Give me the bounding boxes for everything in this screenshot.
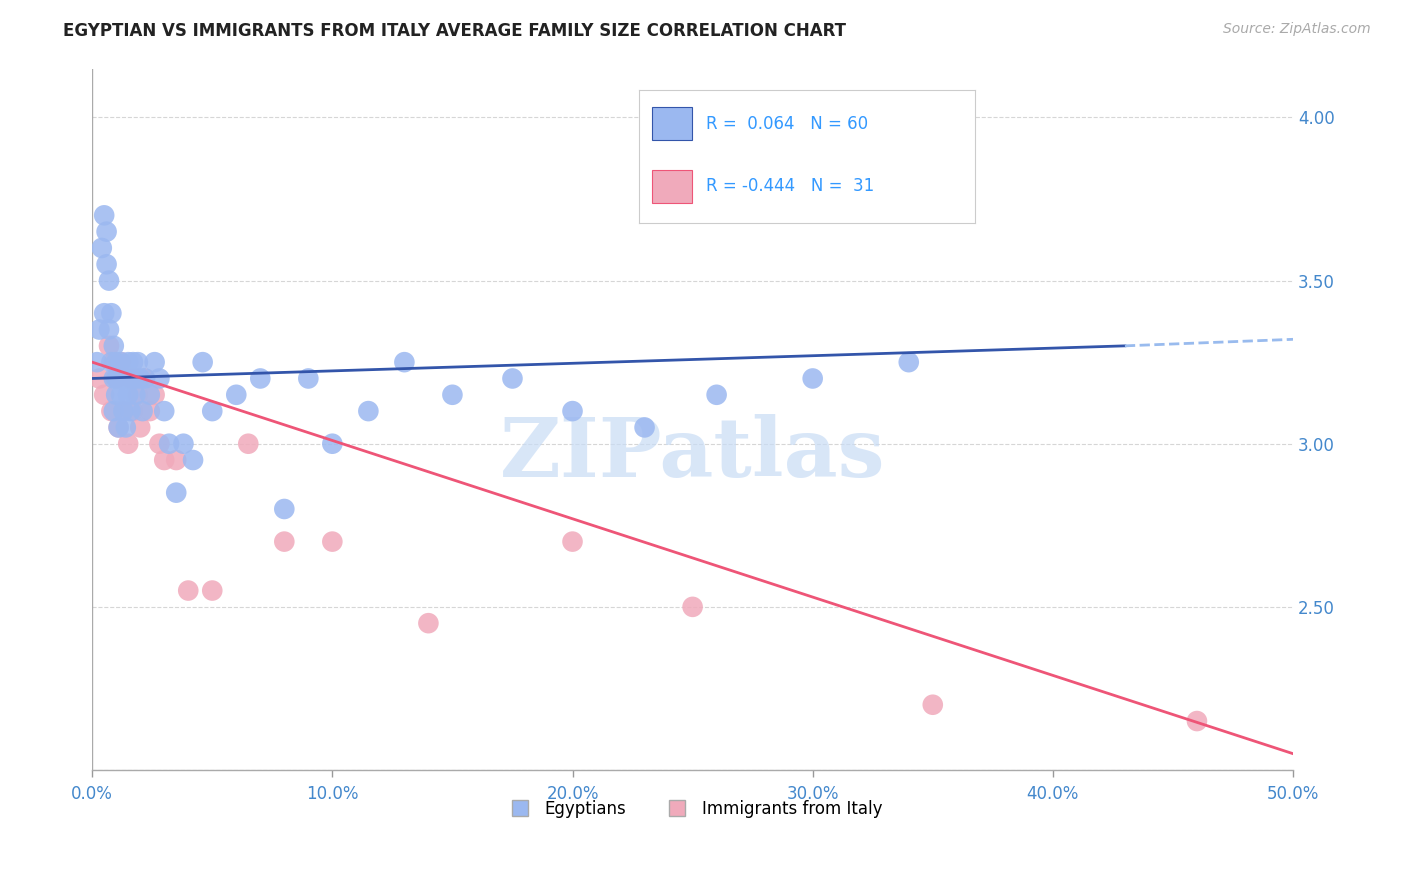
Point [139, 388, 162, 402]
Point [89, 322, 111, 336]
Point [127, 388, 149, 402]
Point [114, 371, 136, 385]
Point [105, 371, 128, 385]
Point [110, 355, 132, 369]
Point [120, 371, 142, 385]
Text: EGYPTIAN VS IMMIGRANTS FROM ITALY AVERAGE FAMILY SIZE CORRELATION CHART: EGYPTIAN VS IMMIGRANTS FROM ITALY AVERAG… [63, 22, 846, 40]
Point [96, 225, 118, 239]
Point [148, 371, 170, 385]
Point [633, 420, 655, 434]
Point [93, 388, 115, 402]
Point [96, 257, 118, 271]
Point [105, 371, 128, 385]
Point [120, 371, 142, 385]
Point [201, 404, 224, 418]
Point [143, 355, 166, 369]
Point [191, 355, 214, 369]
Point [124, 371, 146, 385]
Point [127, 355, 149, 369]
Point [120, 404, 142, 418]
Point [501, 371, 523, 385]
Point [418, 616, 440, 631]
Point [86, 355, 108, 369]
Point [273, 502, 295, 516]
Point [129, 371, 152, 385]
Point [321, 534, 343, 549]
Point [561, 404, 583, 418]
Point [103, 404, 125, 418]
Point [112, 371, 135, 385]
Point [100, 355, 122, 369]
Point [157, 436, 180, 450]
Text: ZIPatlas: ZIPatlas [501, 414, 886, 494]
Point [89, 371, 111, 385]
Point [129, 420, 152, 434]
Point [201, 583, 224, 598]
Point [105, 355, 128, 369]
Point [897, 355, 920, 369]
Point [100, 306, 122, 320]
Point [165, 453, 187, 467]
Point [357, 404, 380, 418]
Point [225, 388, 247, 402]
Point [98, 339, 121, 353]
Point [117, 436, 139, 450]
Point [107, 371, 129, 385]
Point [181, 453, 204, 467]
Point [297, 371, 319, 385]
Point [98, 274, 121, 288]
Point [238, 436, 260, 450]
Point [124, 388, 146, 402]
Point [153, 453, 176, 467]
Point [105, 388, 128, 402]
Point [706, 388, 728, 402]
Point [112, 404, 135, 418]
Point [172, 436, 194, 450]
Point [394, 355, 416, 369]
Legend: Egyptians, Immigrants from Italy: Egyptians, Immigrants from Italy [496, 794, 889, 825]
Point [134, 371, 156, 385]
Point [110, 388, 132, 402]
Point [103, 339, 125, 353]
Point [117, 388, 139, 402]
Point [112, 404, 135, 418]
Point [93, 306, 115, 320]
Point [134, 371, 156, 385]
Point [100, 404, 122, 418]
Point [131, 404, 153, 418]
Text: Source: ZipAtlas.com: Source: ZipAtlas.com [1223, 22, 1371, 37]
Point [177, 583, 200, 598]
Point [114, 420, 136, 434]
Point [122, 355, 145, 369]
Point [153, 404, 176, 418]
Point [1185, 714, 1208, 728]
Point [148, 436, 170, 450]
Point [122, 404, 145, 418]
Point [143, 388, 166, 402]
Point [273, 534, 295, 549]
Point [249, 371, 271, 385]
Point [124, 371, 146, 385]
Point [682, 599, 704, 614]
Point [117, 355, 139, 369]
Point [103, 355, 125, 369]
Point [801, 371, 824, 385]
Point [107, 420, 129, 434]
Point [139, 404, 162, 418]
Point [90, 241, 112, 255]
Point [98, 322, 121, 336]
Point [107, 420, 129, 434]
Point [103, 371, 125, 385]
Point [441, 388, 464, 402]
Point [93, 208, 115, 222]
Point [165, 485, 187, 500]
Point [921, 698, 943, 712]
Point [561, 534, 583, 549]
Point [321, 436, 343, 450]
Point [110, 355, 132, 369]
